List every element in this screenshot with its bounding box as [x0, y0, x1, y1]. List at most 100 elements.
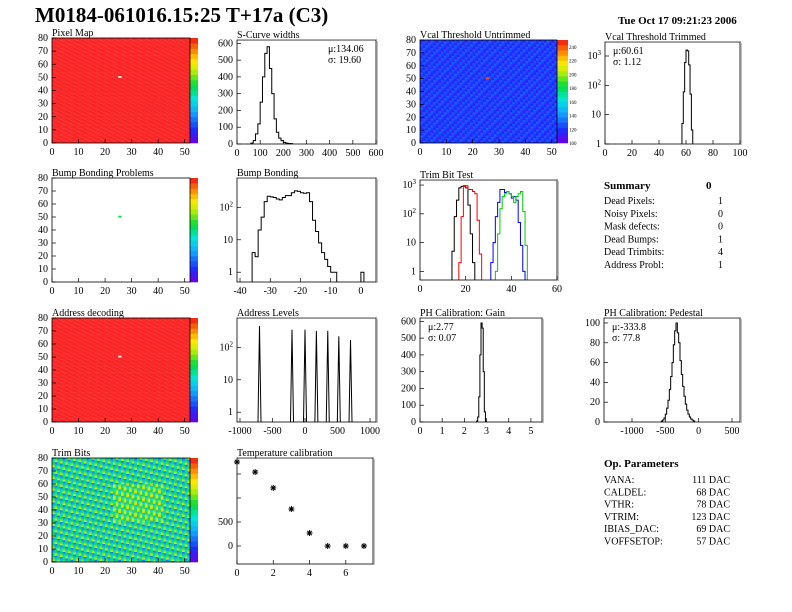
heatmap-cell [166, 89, 170, 91]
heatmap-cell [168, 129, 172, 132]
heatmap-cell [131, 133, 135, 136]
heatmap-cell [75, 56, 79, 58]
heatmap-cell [155, 119, 159, 121]
heatmap-cell [166, 104, 170, 107]
heatmap-cell [118, 94, 122, 97]
heatmap-cell [110, 120, 114, 123]
heatmap-cell [57, 38, 61, 40]
heatmap-cell [105, 107, 109, 110]
heatmap-cell [91, 66, 95, 69]
stats-label: μ:134.06 [328, 44, 364, 55]
heatmap-cell [118, 110, 122, 112]
heatmap-cell [128, 70, 132, 73]
heatmap-cell [70, 59, 74, 61]
heatmap-cell [438, 103, 442, 105]
heatmap-cell [435, 103, 439, 105]
heatmap-cell [420, 101, 423, 104]
heatmap-cell [441, 72, 445, 74]
heatmap-cell [97, 49, 101, 52]
heatmap-cell [54, 128, 58, 131]
heatmap-cell [438, 59, 442, 61]
heatmap-cell [182, 47, 185, 49]
heatmap-cell [115, 56, 119, 58]
heatmap-cell [147, 55, 151, 57]
heatmap-cell [134, 122, 138, 124]
heatmap-cell [65, 139, 69, 141]
heatmap-cell [67, 97, 71, 99]
heatmap-cell [131, 82, 135, 85]
heatmap-cell [78, 60, 82, 62]
heatmap-cell [67, 60, 71, 62]
heatmap-cell [128, 107, 132, 110]
heatmap-cell [433, 50, 437, 52]
heatmap-cell [427, 54, 431, 56]
heatmap-cell [110, 119, 114, 121]
heatmap-cell [128, 140, 132, 142]
heatmap-cell [443, 140, 447, 143]
heatmap-cell [121, 38, 124, 40]
heatmap-cell [144, 60, 148, 62]
heatmap-cell [75, 116, 79, 119]
heatmap-cell [59, 76, 63, 78]
heatmap-cell [438, 113, 442, 115]
heatmap-cell [62, 132, 66, 135]
heatmap-cell [110, 131, 114, 133]
heatmap-cell [168, 70, 172, 73]
heatmap-cell [57, 127, 61, 129]
heatmap-cell [57, 48, 61, 51]
heatmap-cell [110, 48, 114, 51]
heatmap-cell [142, 135, 146, 137]
heatmap-cell [102, 81, 106, 83]
heatmap-cell [171, 115, 175, 118]
heatmap-cell [433, 100, 437, 103]
heatmap-cell [184, 137, 188, 140]
heatmap-cell [144, 70, 148, 73]
heatmap-cell [123, 51, 127, 53]
heatmap-cell [139, 110, 143, 112]
heatmap-cell [102, 52, 106, 55]
heatmap-cell [134, 94, 138, 97]
heatmap-cell [441, 114, 445, 117]
heatmap-cell [107, 91, 111, 94]
heatmap-cell [187, 80, 190, 82]
heatmap-cell [134, 111, 138, 114]
heatmap-cell [174, 114, 178, 116]
heatmap-cell [83, 57, 87, 60]
heatmap-cell [59, 44, 63, 47]
heatmap-cell [65, 112, 69, 115]
heatmap-cell [142, 62, 146, 65]
heatmap-cell [134, 85, 138, 87]
heatmap-cell [99, 44, 103, 47]
heatmap-cell [441, 86, 445, 88]
heatmap-cell [142, 139, 146, 141]
heatmap-cell [433, 92, 437, 95]
heatmap-cell [160, 136, 164, 139]
heatmap-cell [166, 101, 170, 103]
heatmap-cell [89, 57, 93, 60]
heatmap-cell [187, 85, 190, 87]
heatmap-cell [420, 127, 423, 130]
heatmap-cell [99, 141, 103, 143]
heatmap-cell [126, 77, 130, 79]
heatmap-cell [139, 95, 143, 98]
colorbar-segment [190, 116, 198, 123]
heatmap-cell [73, 133, 77, 136]
heatmap-cell [430, 104, 434, 106]
heatmap-cell [121, 83, 124, 86]
heatmap-cell [81, 93, 85, 95]
heatmap-cell [99, 139, 103, 141]
heatmap-cell [78, 135, 82, 137]
heatmap-cell [115, 87, 119, 90]
heatmap-cell [67, 53, 71, 56]
heatmap-cell [105, 110, 109, 112]
heatmap-cell [176, 119, 180, 121]
heatmap-cell [65, 120, 69, 123]
heatmap-cell [134, 106, 138, 108]
heatmap-cell [86, 94, 90, 97]
heatmap-cell [105, 99, 109, 102]
heatmap-cell [126, 60, 130, 62]
heatmap-cell [115, 55, 119, 57]
heatmap-cell [128, 132, 132, 135]
heatmap-cell [121, 123, 124, 125]
heatmap-cell [152, 78, 156, 81]
